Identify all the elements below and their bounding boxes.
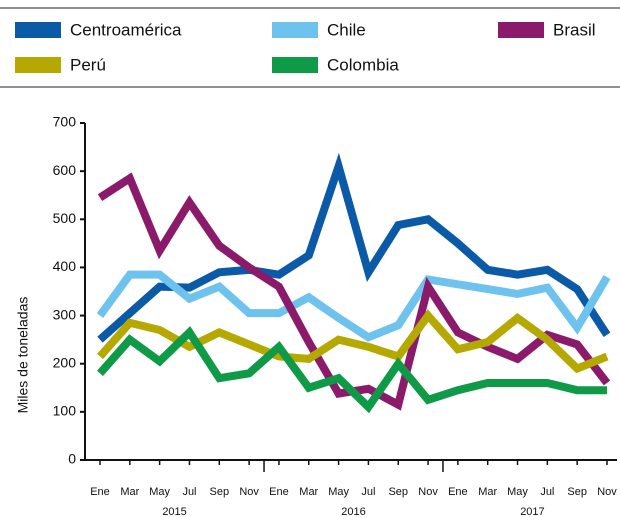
x-tick-label: May [507,486,528,498]
y-tick-label: 500 [53,210,77,226]
y-tick-label: 400 [53,258,77,274]
y-axis-label: Miles de toneladas [15,297,31,414]
y-tick-label: 300 [53,306,77,322]
x-tick-label: Jul [182,486,196,498]
legend-swatch [15,22,61,38]
series-line [97,309,609,374]
x-tick-label: Ene [448,486,468,498]
series-line [96,270,611,342]
x-tick-label: May [149,486,170,498]
legend-label: Centroamérica [70,20,182,39]
year-label: 2016 [341,506,365,517]
legend-swatch [498,22,544,38]
x-tick-label: Mar [478,486,497,498]
x-tick-label: Mar [120,486,139,498]
legend-label: Brasil [553,20,596,39]
year-label: 2017 [520,506,544,517]
x-tick-label: Sep [567,486,587,498]
x-tick-label: Sep [388,486,408,498]
x-tick-label: Ene [269,486,289,498]
series-line [97,152,611,343]
x-tick-label: Jul [361,486,375,498]
legend-label: Colombia [327,55,399,74]
y-tick-label: 100 [53,403,77,419]
x-tick-label: Nov [239,486,259,498]
legend-swatch [272,22,318,38]
y-tick-label: 0 [68,451,76,467]
legend-label: Perú [70,55,106,74]
y-tick-label: 700 [53,114,77,130]
legend-swatch [272,57,318,73]
legend-label: Chile [327,20,366,39]
series-line [97,326,607,414]
x-tick-label: Mar [299,486,318,498]
x-tick-label: Nov [418,486,438,498]
x-tick-label: May [328,486,349,498]
y-tick-label: 200 [53,354,77,370]
y-tick-label: 600 [53,162,77,178]
x-tick-label: Nov [597,486,617,498]
legend-swatch [15,57,61,73]
x-tick-label: Sep [210,486,230,498]
x-tick-label: Jul [540,486,554,498]
x-tick-label: Ene [90,486,110,498]
year-label: 2015 [162,506,186,517]
